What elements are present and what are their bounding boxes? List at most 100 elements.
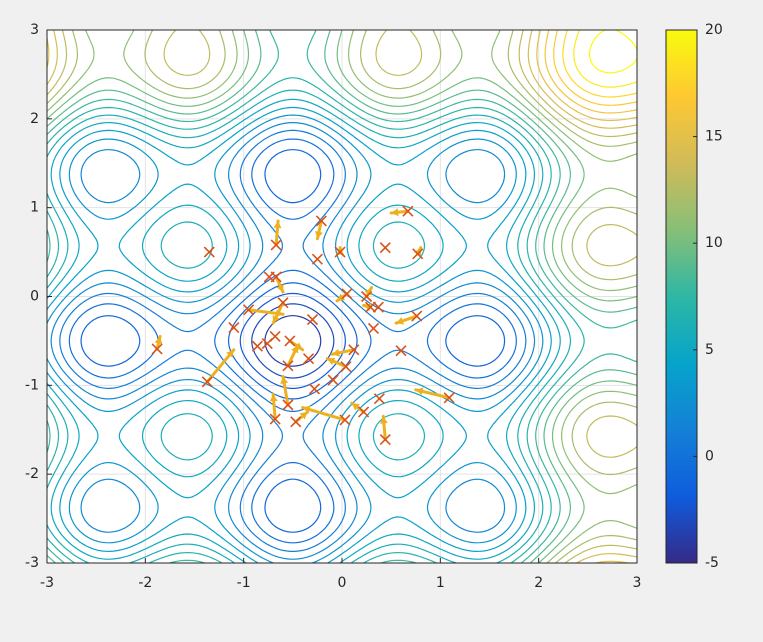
y-tick-label: -3	[25, 555, 39, 571]
contour-line	[47, 114, 544, 563]
particle	[379, 433, 391, 446]
contour-line	[47, 30, 637, 563]
particle	[284, 335, 296, 347]
arrow-head	[337, 293, 346, 301]
particle	[263, 271, 275, 283]
particle	[261, 338, 273, 350]
particle	[367, 322, 380, 335]
particle	[201, 376, 213, 388]
particle	[203, 246, 215, 258]
particle	[282, 399, 294, 411]
colorbar-tick-label: 10	[705, 235, 723, 251]
contour-line	[47, 98, 561, 563]
contour-line	[80, 149, 506, 533]
particle	[269, 413, 281, 425]
particle	[277, 297, 289, 309]
arrow-head	[302, 405, 311, 414]
arrow-head	[396, 317, 405, 325]
particle	[339, 414, 351, 426]
x-tick-label: 0	[338, 575, 347, 591]
x-tick-label: 1	[436, 575, 445, 591]
particle	[364, 301, 377, 313]
particle	[361, 290, 373, 303]
particle	[395, 345, 407, 357]
contour-line	[562, 30, 637, 98]
particle	[372, 301, 384, 313]
contour-line	[47, 106, 552, 563]
contour-line	[47, 30, 637, 563]
y-tick-label: 1	[30, 200, 39, 216]
arrow-head	[272, 315, 280, 324]
arrow-head	[315, 231, 323, 239]
particle	[151, 343, 163, 355]
particle	[282, 360, 294, 372]
colorbar-tick-label: 0	[705, 448, 714, 464]
arrow-head	[327, 357, 336, 366]
colorbar-tick-label: 5	[705, 342, 714, 358]
particle	[373, 393, 385, 405]
arrow-head	[273, 220, 282, 229]
contour-line	[50, 122, 536, 560]
particle	[306, 314, 319, 326]
particle	[327, 374, 339, 386]
arrow-head	[379, 416, 388, 424]
y-tick-label: -2	[25, 466, 39, 482]
x-tick-label: 2	[534, 575, 543, 591]
y-tick-label: 2	[30, 111, 39, 127]
x-tick-label: -2	[138, 575, 152, 591]
contour-line	[544, 30, 637, 114]
arrow-head	[280, 376, 289, 385]
contour-line	[59, 129, 527, 552]
x-tick-label: 3	[633, 575, 642, 591]
arrow-head	[391, 208, 399, 217]
particle	[251, 340, 263, 352]
contour-line	[573, 30, 637, 88]
y-tick-label: 3	[30, 22, 39, 38]
particle	[315, 215, 327, 227]
particle	[412, 248, 424, 260]
contour-line	[553, 30, 637, 106]
arrow-head	[291, 345, 299, 354]
colorbar	[665, 29, 698, 564]
particle	[341, 288, 353, 300]
x-tick-label: -3	[40, 575, 54, 591]
arrow-head	[269, 394, 278, 402]
arrow-head	[299, 411, 308, 420]
particle	[358, 406, 370, 418]
particle	[334, 246, 346, 258]
colorbar-tick-label: 15	[705, 129, 723, 145]
arrow-head	[154, 336, 163, 345]
contour-line	[68, 138, 517, 544]
x-tick-label: -1	[237, 575, 251, 591]
particle	[270, 239, 282, 251]
contour-line	[47, 30, 637, 563]
y-tick-label: 0	[30, 289, 39, 305]
y-tick-label: -1	[25, 377, 39, 393]
particle	[228, 322, 240, 334]
particle	[402, 205, 414, 217]
particle	[243, 304, 255, 316]
particle	[340, 361, 352, 373]
particle	[348, 344, 360, 356]
particle	[290, 416, 302, 428]
particle	[308, 383, 321, 395]
arrow-shaft	[301, 406, 347, 422]
colorbar-tick-label: -5	[705, 555, 719, 571]
particle	[379, 242, 391, 254]
arrow-head	[276, 284, 284, 293]
colorbar-tick-label: 20	[705, 22, 723, 38]
particle	[311, 253, 323, 265]
contour-line	[588, 30, 637, 74]
particle	[443, 392, 455, 404]
contour-line	[47, 77, 585, 563]
arrow-head	[415, 387, 424, 396]
contour-line	[47, 30, 637, 563]
contour-line	[47, 30, 637, 563]
particle	[411, 310, 423, 322]
arrow-head	[414, 247, 422, 256]
arrow-head	[332, 348, 340, 357]
arrow-head	[351, 403, 360, 411]
arrow-head	[226, 349, 234, 358]
contour-line	[47, 89, 571, 563]
